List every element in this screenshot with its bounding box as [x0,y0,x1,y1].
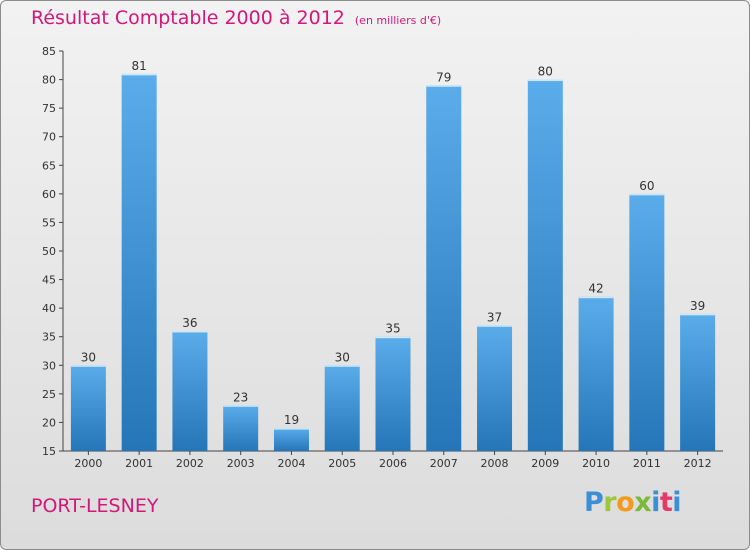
x-tick-label: 2001 [125,457,153,470]
bar [70,365,106,451]
data-label: 19 [284,413,299,427]
y-tick-label: 15 [42,445,56,458]
data-label: 35 [385,322,400,336]
y-tick-label: 70 [42,131,56,144]
bar-highlight [426,85,462,87]
chart-subtitle: (en milliers d'€) [354,14,442,27]
bar [426,85,462,452]
bar-highlight [273,428,309,430]
y-tick-label: 85 [42,45,56,58]
x-tick-label: 2005 [328,457,356,470]
x-tick-label: 2004 [277,457,305,470]
y-tick-label: 75 [42,102,56,115]
bar-highlight [324,365,360,367]
y-tick-label: 65 [42,159,56,172]
y-tick-label: 35 [42,331,56,344]
bar-highlight [223,405,259,407]
x-tick-label: 2000 [74,457,102,470]
bar [273,428,309,451]
logo-letter: t [659,487,673,518]
y-tick-label: 55 [42,216,56,229]
x-tick-label: 2003 [227,457,255,470]
data-label: 42 [588,282,603,296]
bar-highlight [375,336,411,339]
x-tick-label: 2007 [430,457,458,470]
data-label: 60 [639,179,654,193]
logo-letter: i [651,487,660,518]
data-label: 36 [182,316,197,330]
bar-highlight [680,313,716,316]
data-label: 39 [690,299,705,313]
data-label: 80 [538,65,553,79]
logo-letter: i [672,487,682,518]
proxiti-logo: Proxiti [584,487,682,518]
bar [527,79,563,452]
y-tick-label: 50 [42,245,56,258]
x-tick-label: 2010 [582,457,610,470]
bar-highlight [578,296,614,299]
bar [629,193,665,451]
y-axis: 15 20 25 30 35 40 45 50 55 60 65 70 75 80 85 [42,45,64,458]
data-label: 30 [335,350,350,364]
logo-letter: P [584,487,604,518]
data-label: 30 [81,350,96,364]
y-tick-label: 80 [42,74,56,87]
x-axis: 2000 2001 2002 2003 2004 2005 2006 2007 2008 2009… [63,450,723,470]
logo-letter: r [603,487,617,518]
x-tick-label: 2011 [633,457,661,470]
data-label: 23 [233,390,248,404]
bar [121,73,157,451]
bars: 30 81 36 23 19 30 35 79 37 80 42 60 39 [70,59,716,452]
x-tick-label: 2008 [481,457,509,470]
commune-name: PORT-LESNEY [31,495,159,517]
bar [324,365,360,451]
bar [223,405,259,451]
bar [172,331,208,451]
y-tick-label: 60 [42,188,56,201]
bar-highlight [121,73,157,76]
bar [578,296,614,451]
y-tick-label: 30 [42,359,56,372]
y-tick-label: 45 [42,274,56,287]
x-tick-label: 2002 [176,457,204,470]
bar [477,325,513,451]
bar-highlight [477,325,513,327]
bar [680,313,716,451]
y-tick-label: 25 [42,388,56,401]
logo-letter: o [616,487,635,518]
bar-highlight [527,79,563,82]
data-label: 81 [132,59,147,73]
chart-title-block: Résultat Comptable 2000 à 2012 (en millie… [31,7,441,29]
bar-highlight [172,331,208,333]
x-tick-label: 2012 [684,457,712,470]
logo-letter: x [634,487,652,518]
data-label: 37 [487,310,502,324]
x-tick-label: 2009 [531,457,559,470]
x-tick-label: 2006 [379,457,407,470]
y-tick-label: 40 [42,302,56,315]
bar-highlight [629,193,665,196]
bar-highlight [70,365,106,367]
y-tick-label: 20 [42,416,56,429]
data-label: 79 [436,70,451,84]
bar [375,336,411,451]
chart-title: Résultat Comptable 2000 à 2012 [31,7,345,29]
